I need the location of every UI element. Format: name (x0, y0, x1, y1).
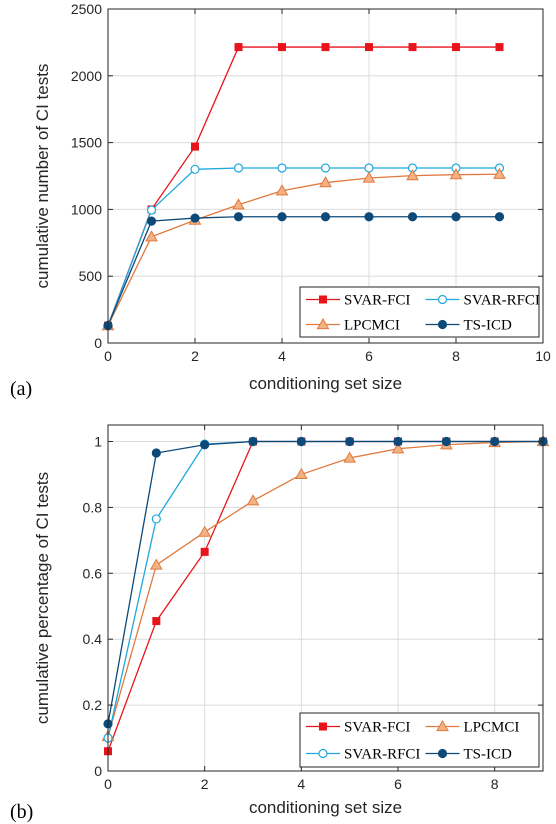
data-point-svar-rfci (235, 164, 243, 172)
legend-marker (439, 321, 447, 329)
x-tick-label: 4 (297, 776, 305, 792)
x-tick-label: 2 (201, 776, 209, 792)
y-tick-label: 500 (79, 268, 103, 284)
data-point-ts-icd (249, 437, 257, 445)
data-point-svar-rfci (148, 206, 156, 214)
y-tick-label: 0.6 (83, 565, 103, 581)
x-tick-label: 2 (191, 348, 199, 364)
legend-label: SVAR-RFCI (344, 747, 420, 763)
data-point-ts-icd (235, 213, 243, 221)
data-point-svar-rfci (278, 164, 286, 172)
data-point-ts-icd (442, 437, 450, 445)
x-tick-label: 8 (452, 348, 460, 364)
y-tick-label: 1000 (71, 201, 102, 217)
data-point-svar-fci (153, 618, 160, 625)
legend-marker (320, 723, 327, 730)
data-point-svar-rfci (322, 164, 330, 172)
data-point-ts-icd (191, 214, 199, 222)
data-point-svar-fci (322, 44, 329, 51)
data-point-svar-rfci (191, 165, 199, 173)
data-point-ts-icd (322, 213, 330, 221)
x-tick-label: 10 (535, 348, 551, 364)
legend-marker (439, 296, 447, 304)
data-point-ts-icd (148, 217, 156, 225)
legend-label: TS-ICD (464, 318, 513, 334)
y-axis-label: cumulative number of CI tests (33, 64, 52, 289)
data-point-ts-icd (365, 213, 373, 221)
x-tick-label: 0 (104, 776, 112, 792)
data-point-svar-rfci (152, 515, 160, 523)
data-point-svar-rfci (365, 164, 373, 172)
x-tick-label: 6 (365, 348, 373, 364)
y-tick-label: 0 (94, 335, 102, 351)
x-tick-label: 4 (278, 348, 286, 364)
data-point-svar-fci (496, 44, 503, 51)
x-tick-label: 0 (104, 348, 112, 364)
legend-marker (439, 750, 447, 758)
legend-marker (319, 750, 327, 758)
x-axis-label: conditioning set size (249, 798, 402, 817)
legend-label: SVAR-FCI (344, 293, 410, 309)
data-point-ts-icd (394, 437, 402, 445)
data-point-ts-icd (346, 437, 354, 445)
data-point-ts-icd (491, 437, 499, 445)
data-point-svar-fci (192, 143, 199, 150)
y-tick-label: 2500 (71, 1, 102, 17)
data-point-svar-fci (235, 44, 242, 51)
data-point-ts-icd (201, 441, 209, 449)
y-tick-label: 0.4 (83, 631, 103, 647)
panel-label: (a) (10, 378, 32, 400)
legend: SVAR-FCI LPCMCI SVAR-RFCI TS-ICD (300, 713, 539, 767)
data-point-ts-icd (496, 213, 504, 221)
data-point-svar-fci (279, 44, 286, 51)
data-point-ts-icd (452, 213, 460, 221)
legend-label: LPCMCI (464, 720, 520, 736)
y-axis-label: cumulative percentage of CI tests (33, 472, 52, 724)
chart-b: 0 2 4 6 8 0 0.2 0.4 0.6 0.8 1 conditioning set size… (10, 425, 549, 823)
y-tick-label: 1500 (71, 135, 102, 151)
data-point-svar-fci (409, 44, 416, 51)
y-tick-label: 0.2 (83, 697, 103, 713)
data-point-svar-fci (453, 44, 460, 51)
y-tick-label: 1 (94, 433, 102, 449)
data-point-svar-fci (201, 548, 208, 555)
chart-a: 0 2 4 6 8 10 0 500 1000 1500 2000 2500 conditioning … (10, 1, 551, 400)
panel-label: (b) (10, 801, 33, 823)
y-tick-label: 0 (94, 763, 102, 779)
legend: SVAR-FCI SVAR-RFCI LPCMCI TS-ICD (300, 287, 540, 337)
y-tick-label: 0.8 (83, 499, 103, 515)
legend-label: SVAR-FCI (344, 720, 410, 736)
legend-label: LPCMCI (344, 318, 400, 334)
data-point-ts-icd (297, 437, 305, 445)
y-tick-label: 2000 (71, 68, 102, 84)
x-tick-label: 8 (491, 776, 499, 792)
legend-label: SVAR-RFCI (464, 293, 540, 309)
data-point-svar-fci (366, 44, 373, 51)
data-point-ts-icd (409, 213, 417, 221)
x-tick-label: 6 (394, 776, 402, 792)
legend-marker (320, 296, 327, 303)
data-point-ts-icd (152, 449, 160, 457)
data-point-ts-icd (278, 213, 286, 221)
legend-label: TS-ICD (464, 747, 513, 763)
x-axis-label: conditioning set size (249, 374, 402, 393)
